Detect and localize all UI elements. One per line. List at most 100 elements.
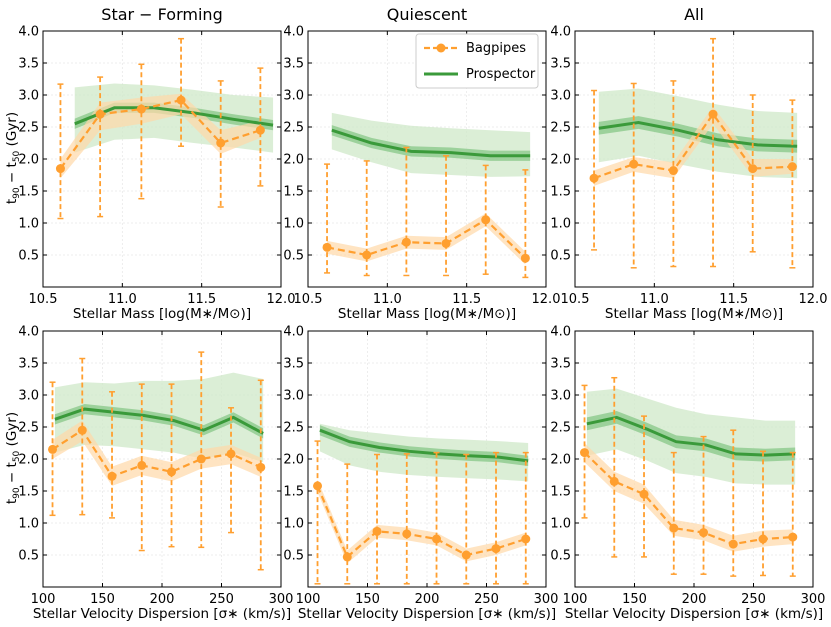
bagpipes-line [593, 112, 793, 180]
panels: 10.5 11.0 11.5 12.0 0.5 1.0 1.5 2.0 2.5 3.0 3.5 4.0… [18, 25, 827, 608]
x-tick-label: 250 [741, 592, 766, 607]
x-tick-label: 300 [269, 592, 294, 607]
bagpipes-point [216, 138, 226, 148]
prospector-line [331, 128, 531, 158]
bagpipes-band [317, 479, 526, 564]
prospector-outer-band [586, 388, 796, 485]
y-tick-label: 2.5 [550, 421, 571, 436]
svg-text:t90 − t50 (Gyr): t90 − t50 (Gyr) [4, 412, 22, 504]
x-tick-label: 200 [150, 592, 175, 607]
axes-frame [42, 30, 282, 288]
bagpipes-point [481, 215, 491, 225]
x-tick-label: 100 [31, 592, 56, 607]
x-tick-label: 11.0 [640, 292, 669, 307]
bagpipes-line [326, 218, 527, 259]
x-tick-label: 150 [622, 592, 647, 607]
bagpipes-point [107, 471, 117, 481]
x-tick-label: 300 [534, 592, 559, 607]
prospector-inner-band [331, 125, 531, 161]
y-tick-label: 2.5 [18, 121, 39, 136]
x-tick-label: 150 [355, 592, 380, 607]
y-tick-label: 1.0 [550, 517, 571, 532]
x-axis-label-mass-star-forming: Stellar Mass [log(M∗/M⊙)] [73, 306, 251, 322]
y-tick-label: 3.0 [550, 89, 571, 104]
y-tick-label: 2.0 [283, 453, 304, 468]
bagpipes-point [48, 444, 58, 454]
y-tick-label: 2.5 [18, 421, 39, 436]
x-tick-label: 12.0 [532, 292, 561, 307]
bagpipes-point [137, 460, 147, 470]
col-title-quiescent: Quiescent [387, 5, 467, 24]
y-tick-label: 4.0 [550, 325, 571, 340]
bagpipes-point [708, 109, 718, 119]
y-tick-label: 1.0 [18, 217, 39, 232]
bagpipes-point [639, 489, 649, 499]
panel-sigma-quiescent: 100 150 200 250 300 0.5 1.0 1.5 2.0 2.5 3.0 3.5 4.0 [283, 325, 558, 608]
y-tick-label: 3.0 [18, 389, 39, 404]
prospector-inner-band [586, 411, 796, 462]
y-tick-label: 0.5 [283, 549, 304, 564]
x-tick-label: 11.5 [452, 292, 481, 307]
bagpipes-point [167, 467, 177, 477]
bagpipes-point [609, 476, 619, 486]
prospector-outer-band [331, 112, 531, 177]
bagpipes-point [491, 544, 501, 554]
x-tick-label: 100 [296, 592, 321, 607]
bagpipes-point [441, 238, 451, 248]
bagpipes-point [521, 534, 531, 544]
svg-text:t90 − t50 (Gyr): t90 − t50 (Gyr) [4, 112, 22, 204]
x-tick-label: 200 [415, 592, 440, 607]
prospector-line [319, 428, 529, 463]
x-tick-label: 11.0 [373, 292, 402, 307]
y-tick-label: 3.5 [550, 357, 571, 372]
y-tick-label: 4.0 [550, 25, 571, 40]
y-tick-label: 2.0 [550, 153, 571, 168]
panel-sigma-star-forming: 100 150 200 250 300 0.5 1.0 1.5 2.0 2.5 3.0 3.5 4.0 [18, 325, 293, 608]
x-axis-label-sigma-quiescent: Stellar Velocity Dispersion [σ∗ (km/s)] [298, 606, 556, 622]
bagpipes-point [699, 528, 709, 538]
bagpipes-band [60, 93, 261, 179]
bagpipes-point [55, 164, 65, 174]
x-tick-label: 250 [209, 592, 234, 607]
y-tick-label: 3.5 [550, 57, 571, 72]
y-tick-label: 3.0 [18, 89, 39, 104]
bagpipes-point [256, 462, 266, 472]
legend-bagpipes-label: Bagpipes [466, 41, 526, 56]
y-tick-label: 3.5 [18, 357, 39, 372]
bagpipes-point [669, 523, 679, 533]
y-tick-label: 1.0 [283, 217, 304, 232]
bagpipes-band [52, 420, 261, 486]
y-tick-label: 1.5 [550, 485, 571, 500]
bagpipes-point [589, 173, 599, 183]
bagpipes-point [668, 166, 678, 176]
legend-prospector-label: Prospector [466, 67, 536, 82]
x-tick-label: 10.5 [29, 292, 58, 307]
y-tick-label: 1.0 [283, 517, 304, 532]
panel-mass-star-forming: 10.5 11.0 11.5 12.0 0.5 1.0 1.5 2.0 2.5 3.0 3.5 4.0 [18, 25, 295, 308]
bagpipes-point [520, 253, 530, 263]
y-axis-label-top: t90 − t50 (Gyr) [4, 112, 22, 204]
bagpipes-point [788, 532, 798, 542]
y-tick-label: 3.0 [283, 389, 304, 404]
x-tick-label: 10.5 [561, 292, 590, 307]
legend: Bagpipes Prospector [415, 33, 539, 89]
y-tick-label: 3.5 [18, 57, 39, 72]
x-tick-label: 300 [801, 592, 826, 607]
bagpipes-point [580, 448, 590, 458]
y-tick-label: 3.5 [283, 357, 304, 372]
x-tick-label: 11.5 [187, 292, 216, 307]
y-tick-label: 4.0 [283, 325, 304, 340]
legend-bagpipes-marker [436, 43, 446, 53]
x-axis-label-mass-all: Stellar Mass [log(M∗/M⊙)] [605, 306, 783, 322]
bagpipes-point [758, 534, 768, 544]
bagpipes-point [629, 159, 639, 169]
x-tick-label: 12.0 [799, 292, 828, 307]
y-tick-label: 1.5 [18, 185, 39, 200]
bagpipes-point [432, 534, 442, 544]
bagpipes-point [322, 242, 332, 252]
prospector-line [54, 407, 264, 435]
x-tick-label: 11.0 [108, 292, 137, 307]
bagpipes-line [59, 98, 261, 170]
y-tick-label: 0.5 [550, 549, 571, 564]
bagpipes-point [461, 550, 471, 560]
